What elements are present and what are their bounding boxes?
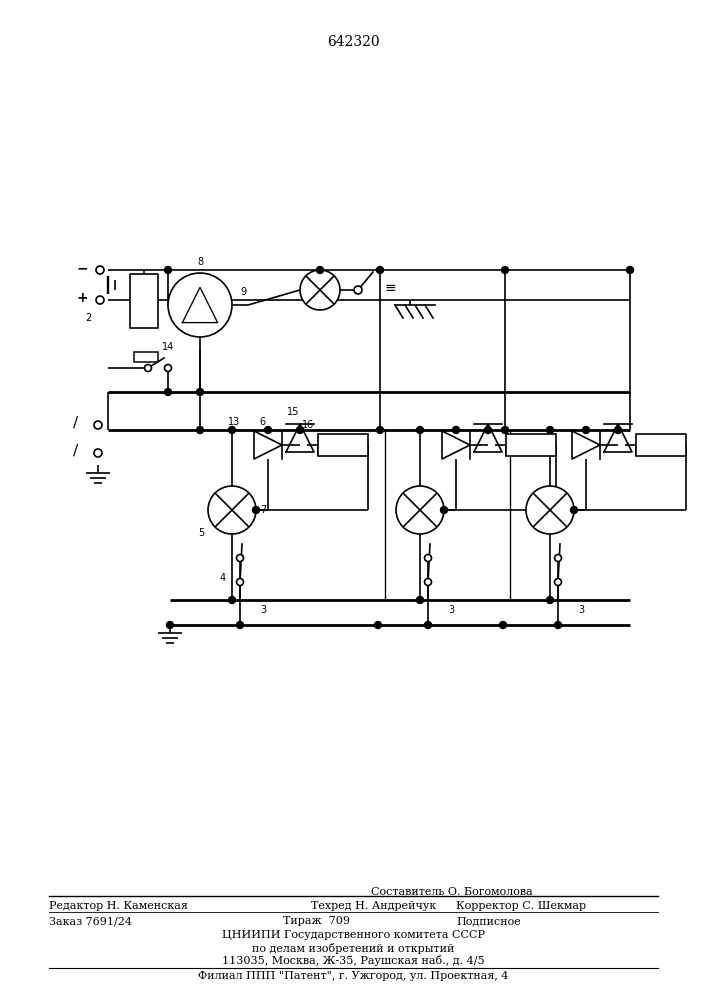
Circle shape [354,286,362,294]
Circle shape [237,578,243,585]
Circle shape [167,621,173,629]
Text: по делам изобретений и открытий: по делам изобретений и открытий [252,942,455,954]
Text: 3: 3 [260,605,266,615]
Bar [636,434,686,456]
Circle shape [416,596,423,603]
Circle shape [144,364,151,371]
Text: ≡: ≡ [384,281,396,295]
Circle shape [228,596,235,603]
Circle shape [571,506,578,514]
Circle shape [237,554,243,562]
Text: Техред Н. Андрейчук: Техред Н. Андрейчук [311,901,436,911]
Circle shape [396,486,444,534]
Text: ∕: ∕ [74,444,78,458]
Circle shape [208,486,256,534]
Circle shape [94,421,102,429]
Circle shape [94,449,102,457]
Circle shape [526,486,574,534]
Circle shape [165,388,172,395]
Circle shape [500,621,506,629]
Text: +: + [76,291,88,305]
Circle shape [96,296,104,304]
Text: 2: 2 [85,313,91,323]
Circle shape [300,270,340,310]
Text: 10: 10 [144,287,156,297]
Text: 14: 14 [162,342,174,352]
Circle shape [264,426,271,434]
Circle shape [252,506,259,514]
Circle shape [197,426,204,434]
Circle shape [165,364,172,371]
Text: Подписное: Подписное [456,916,521,926]
Text: −: − [76,261,88,275]
Text: 3: 3 [578,605,584,615]
Text: Редактор Н. Каменская: Редактор Н. Каменская [49,901,188,911]
Circle shape [547,596,554,603]
Circle shape [424,554,431,562]
Text: 11: 11 [138,296,150,306]
Circle shape [554,578,561,585]
Circle shape [168,273,232,337]
Circle shape [424,621,431,629]
Circle shape [614,426,621,434]
Text: 7: 7 [260,505,267,515]
Circle shape [626,266,633,273]
Text: Составитель О. Богомолова: Составитель О. Богомолова [371,887,533,897]
Circle shape [547,426,554,434]
Text: 16: 16 [302,420,314,430]
Text: 3: 3 [448,605,454,615]
Text: Филиал ППП "Патент", г. Ужгород, ул. Проектная, 4: Филиал ППП "Патент", г. Ужгород, ул. Про… [198,971,509,981]
Bar [130,274,158,328]
Text: 6: 6 [259,417,265,427]
Text: 4: 4 [220,573,226,583]
Circle shape [317,266,324,273]
Circle shape [501,266,508,273]
Circle shape [554,621,561,629]
Circle shape [416,426,423,434]
Circle shape [96,266,104,274]
Text: Тираж  709: Тираж 709 [283,916,350,926]
Circle shape [440,506,448,514]
Text: Заказ 7691/24: Заказ 7691/24 [49,916,132,926]
Bar [506,434,556,456]
Text: ЦНИИПИ Государственного комитета СССР: ЦНИИПИ Государственного комитета СССР [222,930,485,940]
Circle shape [296,426,303,434]
Circle shape [484,426,491,434]
Text: 15: 15 [287,407,299,417]
Circle shape [237,621,243,629]
Circle shape [501,426,508,434]
Text: Корректор С. Шекмар: Корректор С. Шекмар [456,901,586,911]
Circle shape [377,426,383,434]
Circle shape [165,266,172,273]
Bar [134,352,158,362]
Circle shape [377,266,383,273]
Text: 13: 13 [228,417,240,427]
Text: 9: 9 [240,287,246,297]
Text: 5: 5 [198,528,204,538]
Circle shape [375,621,382,629]
Text: 113035, Москва, Ж-35, Раушская наб., д. 4/5: 113035, Москва, Ж-35, Раушская наб., д. … [222,956,485,966]
Text: ∕: ∕ [74,416,78,430]
Circle shape [554,554,561,562]
Circle shape [424,578,431,585]
Bar [318,434,368,456]
Circle shape [583,426,590,434]
Circle shape [197,388,204,395]
Text: 642320: 642320 [327,35,380,49]
Text: 12: 12 [198,318,210,328]
Circle shape [452,426,460,434]
Text: 8: 8 [197,257,203,267]
Circle shape [228,426,235,434]
